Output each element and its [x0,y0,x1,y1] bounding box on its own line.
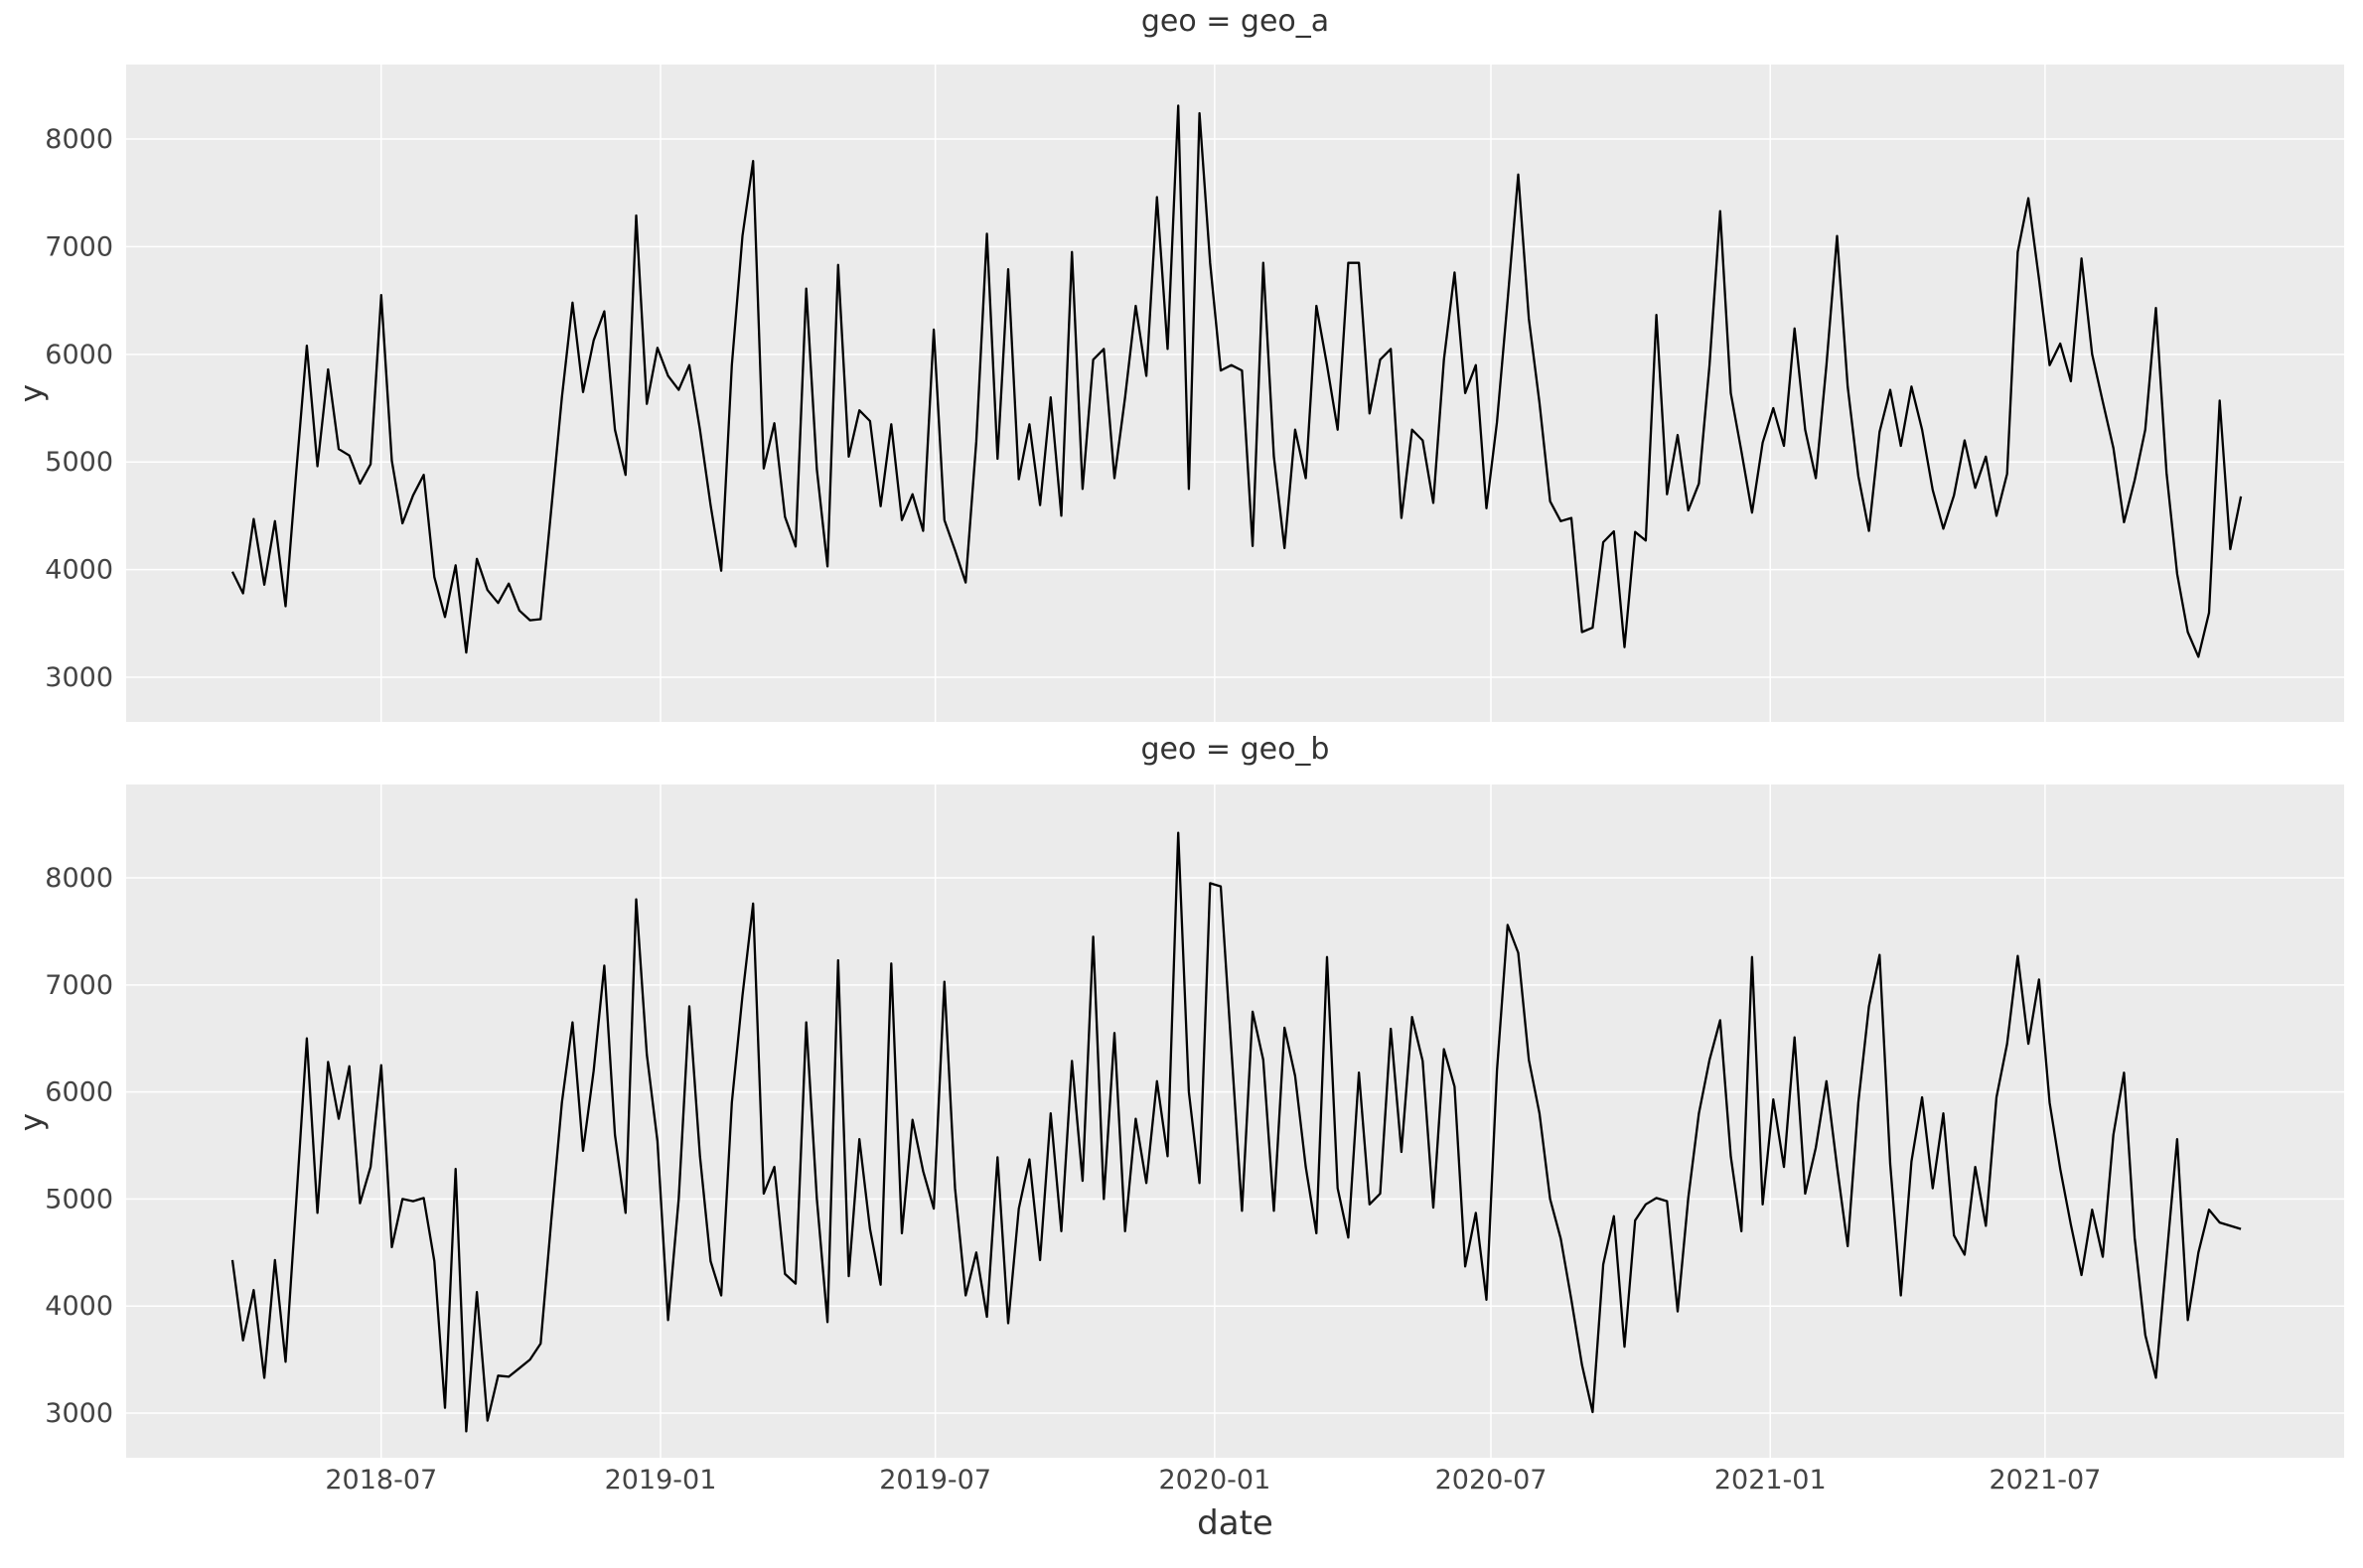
x-tick-label: 2020-01 [1158,1465,1270,1496]
y-tick-label: 6000 [45,1077,113,1108]
y-tick-label: 3000 [45,1398,113,1429]
series-line-geogeo_a [230,104,2243,658]
facet-title-geo-a: geo = geo_a [1140,4,1330,39]
y-tick-label: 5000 [45,1184,113,1214]
y-tick-label: 4000 [45,555,113,586]
y-tick-label: 8000 [45,863,113,894]
panel-background [126,65,2344,722]
series-line-geogeo_b [230,831,2242,1433]
x-tick-label: 2019-07 [879,1465,991,1496]
x-tick-label: 2021-07 [1989,1465,2101,1496]
y-tick-label: 5000 [45,447,113,478]
x-axis-label: date [1197,1503,1273,1543]
y-tick-label: 7000 [45,231,113,262]
y-tick-label: 8000 [45,124,113,155]
x-tick-label: 2021-01 [1714,1465,1827,1496]
y-tick-label: 3000 [45,662,113,693]
y-tick-label: 4000 [45,1291,113,1322]
x-tick-label: 2019-01 [605,1465,717,1496]
y-tick-label: 6000 [45,340,113,370]
y-tick-label: 7000 [45,970,113,1001]
x-tick-label: 2018-07 [325,1465,437,1496]
x-tick-label: 2020-07 [1435,1465,1548,1496]
facet-title-geo-b: geo = geo_b [1140,732,1330,767]
